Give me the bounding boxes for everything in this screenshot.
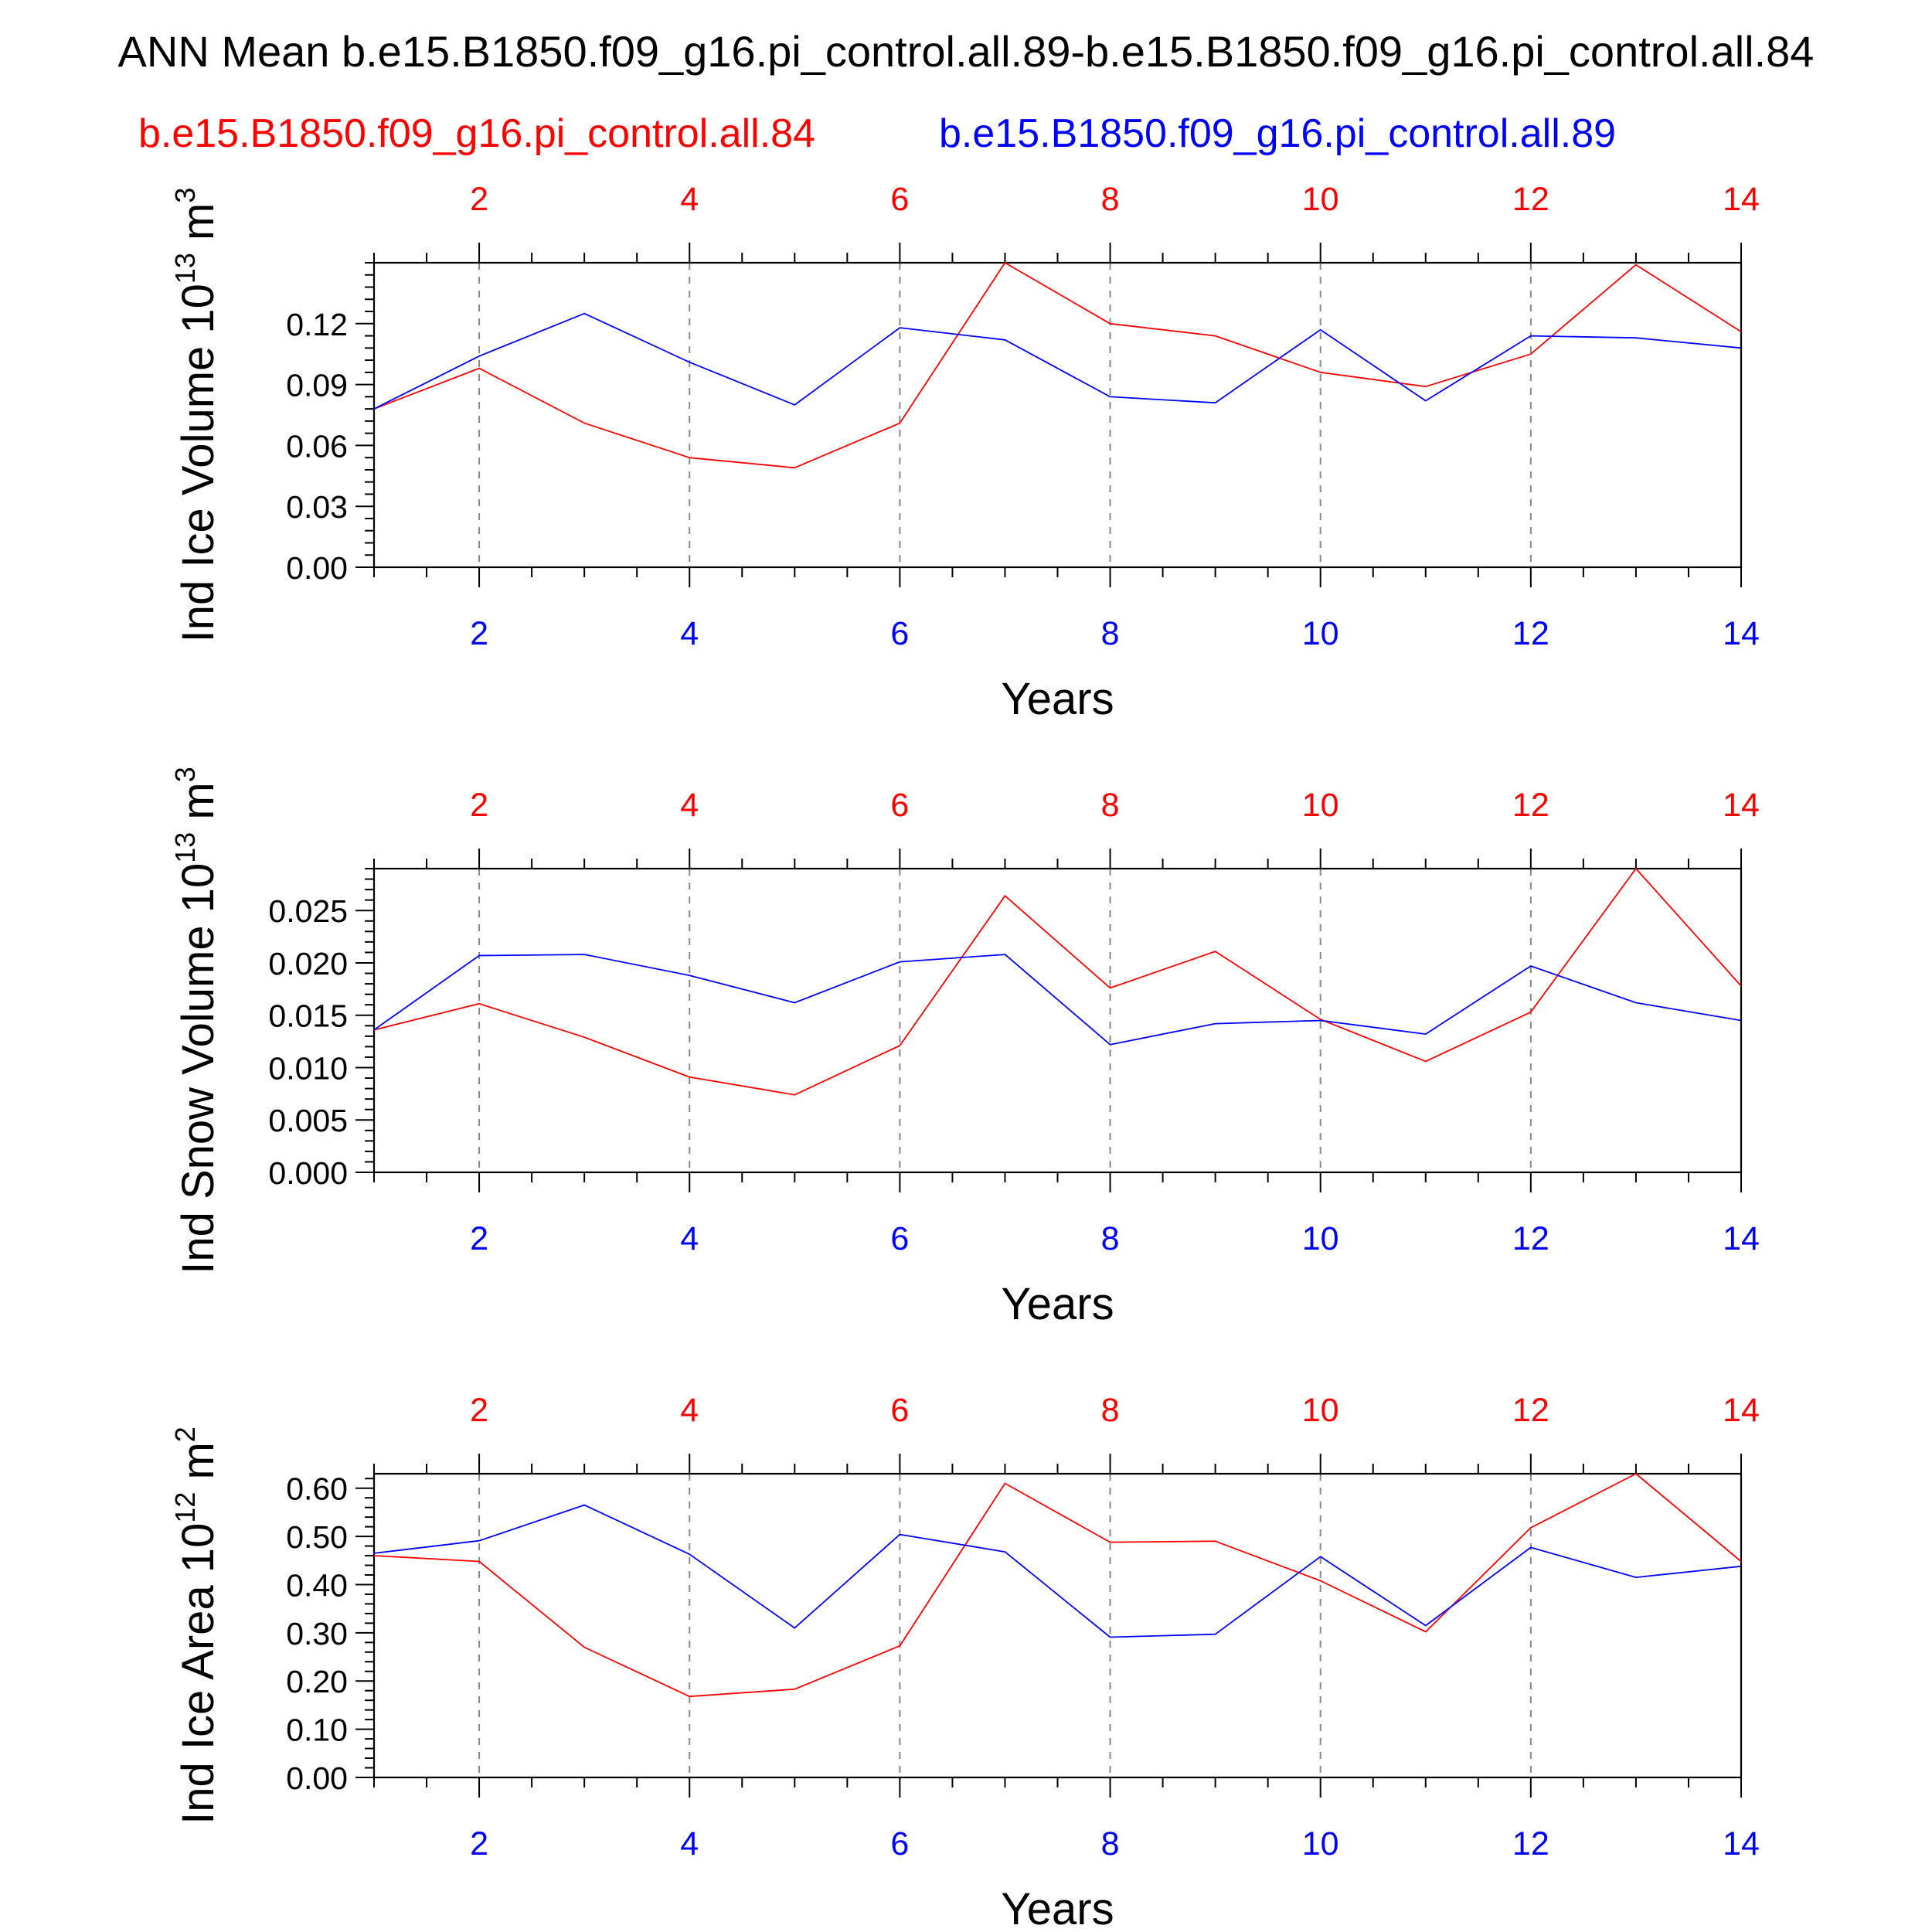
- y-axis-label-text: m: [173, 782, 223, 832]
- y-tick-label: 0.005: [268, 1103, 348, 1138]
- y-tick-label: 0.03: [286, 489, 348, 525]
- x-tick-label-top: 12: [1512, 181, 1549, 218]
- x-tick-label-bottom: 4: [680, 1825, 699, 1862]
- y-axis-label-text: Ind Ice Volume 10: [173, 284, 223, 642]
- x-tick-label-top: 8: [1101, 787, 1120, 824]
- y-tick-label: 0.00: [286, 550, 348, 586]
- x-tick-label-bottom: 12: [1512, 1220, 1549, 1257]
- x-tick-label-top: 12: [1512, 1392, 1549, 1429]
- y-tick-label: 0.020: [268, 946, 348, 981]
- series-line-red: [373, 868, 1742, 1096]
- x-tick-label-bottom: 10: [1302, 615, 1339, 652]
- x-tick-label-top: 8: [1101, 1392, 1120, 1429]
- x-tick-label-top: 2: [470, 1392, 488, 1429]
- y-tick-label: 0.000: [268, 1155, 348, 1191]
- x-tick-label-top: 8: [1101, 181, 1120, 218]
- y-axis-label-superscript: 3: [169, 188, 201, 203]
- y-axis-label-superscript: 12: [169, 1492, 201, 1523]
- x-tick-label-top: 14: [1723, 181, 1760, 218]
- x-tick-label-bottom: 8: [1101, 1220, 1120, 1257]
- y-tick-label: 0.015: [268, 998, 348, 1034]
- y-tick-label: 0.20: [286, 1664, 348, 1699]
- x-tick-label-top: 6: [890, 181, 909, 218]
- x-tick-label-top: 6: [890, 787, 909, 824]
- x-tick-label-bottom: 8: [1101, 615, 1120, 652]
- y-tick-label: 0.12: [286, 307, 348, 342]
- x-axis-label: Years: [1001, 1279, 1114, 1329]
- y-tick-label: 0.40: [286, 1567, 348, 1603]
- series-line-red: [373, 262, 1742, 469]
- x-tick-label-bottom: 6: [890, 1220, 909, 1257]
- x-tick-label-top: 2: [470, 181, 488, 218]
- y-tick-label: 0.010: [268, 1050, 348, 1086]
- x-tick-label-top: 12: [1512, 787, 1549, 824]
- y-axis-label-superscript: 13: [169, 832, 201, 863]
- y-tick-label: 0.10: [286, 1713, 348, 1748]
- case-label-blue: b.e15.B1850.f09_g16.pi_control.all.89: [939, 111, 1616, 156]
- x-tick-label-top: 4: [680, 181, 699, 218]
- y-axis-label: Ind Ice Area 1012 m2: [169, 1427, 223, 1825]
- y-tick-label: 0.09: [286, 368, 348, 403]
- series-line-blue: [373, 954, 1742, 1046]
- y-axis-label-text: m: [173, 1442, 223, 1492]
- x-tick-label-bottom: 8: [1101, 1825, 1120, 1862]
- plot-frame: [372, 261, 1743, 569]
- x-tick-label-top: 10: [1302, 787, 1339, 824]
- x-tick-label-bottom: 10: [1302, 1220, 1339, 1257]
- x-tick-label-bottom: 6: [890, 615, 909, 652]
- y-axis-label-superscript: 2: [169, 1427, 201, 1442]
- y-axis-label-text: Ind Ice Area 10: [173, 1523, 223, 1825]
- x-axis-label: Years: [1001, 674, 1114, 724]
- plot-frame: [372, 867, 1743, 1174]
- y-tick-label: 0.50: [286, 1519, 348, 1555]
- y-axis-label: Ind Snow Volume 1013 m3: [169, 767, 223, 1274]
- case-label-red: b.e15.B1850.f09_g16.pi_control.all.84: [138, 111, 815, 156]
- y-tick-label: 0.30: [286, 1616, 348, 1651]
- x-tick-label-top: 4: [680, 1392, 699, 1429]
- x-tick-label-bottom: 2: [470, 1220, 488, 1257]
- x-tick-label-bottom: 12: [1512, 615, 1549, 652]
- y-tick-label: 0.06: [286, 428, 348, 464]
- y-axis-label-text: m: [173, 203, 223, 253]
- panel-3: 0.00 0.10 0.20 0.30 0.40 0.50 0.60 2 2 4 4 6 6 8 8 10 10…: [169, 1392, 1760, 1932]
- y-axis-label: Ind Ice Volume 1013 m3: [169, 188, 223, 643]
- x-tick-label-bottom: 12: [1512, 1825, 1549, 1862]
- x-tick-label-top: 14: [1723, 787, 1760, 824]
- x-tick-label-bottom: 14: [1723, 1220, 1760, 1257]
- series-line-red: [373, 1473, 1742, 1698]
- x-tick-label-bottom: 2: [470, 1825, 488, 1862]
- x-tick-label-top: 4: [680, 787, 699, 824]
- panel-1: 0.00 0.03 0.06 0.09 0.12 2 2 4 4 6 6 8 8 10 10 12 12 14 14…: [169, 181, 1760, 724]
- x-tick-label-bottom: 2: [470, 615, 488, 652]
- x-tick-label-top: 10: [1302, 1392, 1339, 1429]
- y-tick-label: 0.00: [286, 1760, 348, 1796]
- y-axis-label-superscript: 13: [169, 253, 201, 284]
- figure-title: ANN Mean b.e15.B1850.f09_g16.pi_control.…: [118, 27, 1815, 76]
- x-tick-label-bottom: 4: [680, 1220, 699, 1257]
- x-tick-label-top: 14: [1723, 1392, 1760, 1429]
- series-line-blue: [373, 1504, 1742, 1638]
- x-tick-label-top: 6: [890, 1392, 909, 1429]
- y-tick-label: 0.60: [286, 1471, 348, 1507]
- x-tick-label-bottom: 6: [890, 1825, 909, 1862]
- x-tick-label-bottom: 14: [1723, 615, 1760, 652]
- x-axis-label: Years: [1001, 1884, 1114, 1932]
- x-tick-label-bottom: 10: [1302, 1825, 1339, 1862]
- x-tick-label-top: 2: [470, 787, 488, 824]
- x-tick-label-top: 10: [1302, 181, 1339, 218]
- panels: 0.00 0.03 0.06 0.09 0.12 2 2 4 4 6 6 8 8 10 10 12 12 14 14…: [169, 181, 1760, 1932]
- series-line-blue: [373, 312, 1742, 410]
- x-tick-label-bottom: 4: [680, 615, 699, 652]
- plot-frame: [372, 1472, 1743, 1779]
- y-axis-label-superscript: 3: [169, 767, 201, 782]
- y-axis-label-text: Ind Snow Volume 10: [173, 863, 223, 1274]
- panel-2: 0.000 0.005 0.010 0.015 0.020 0.025 2 2 4 4 6 6 8 8 10…: [169, 767, 1760, 1329]
- x-tick-label-bottom: 14: [1723, 1825, 1760, 1862]
- y-tick-label: 0.025: [268, 893, 348, 929]
